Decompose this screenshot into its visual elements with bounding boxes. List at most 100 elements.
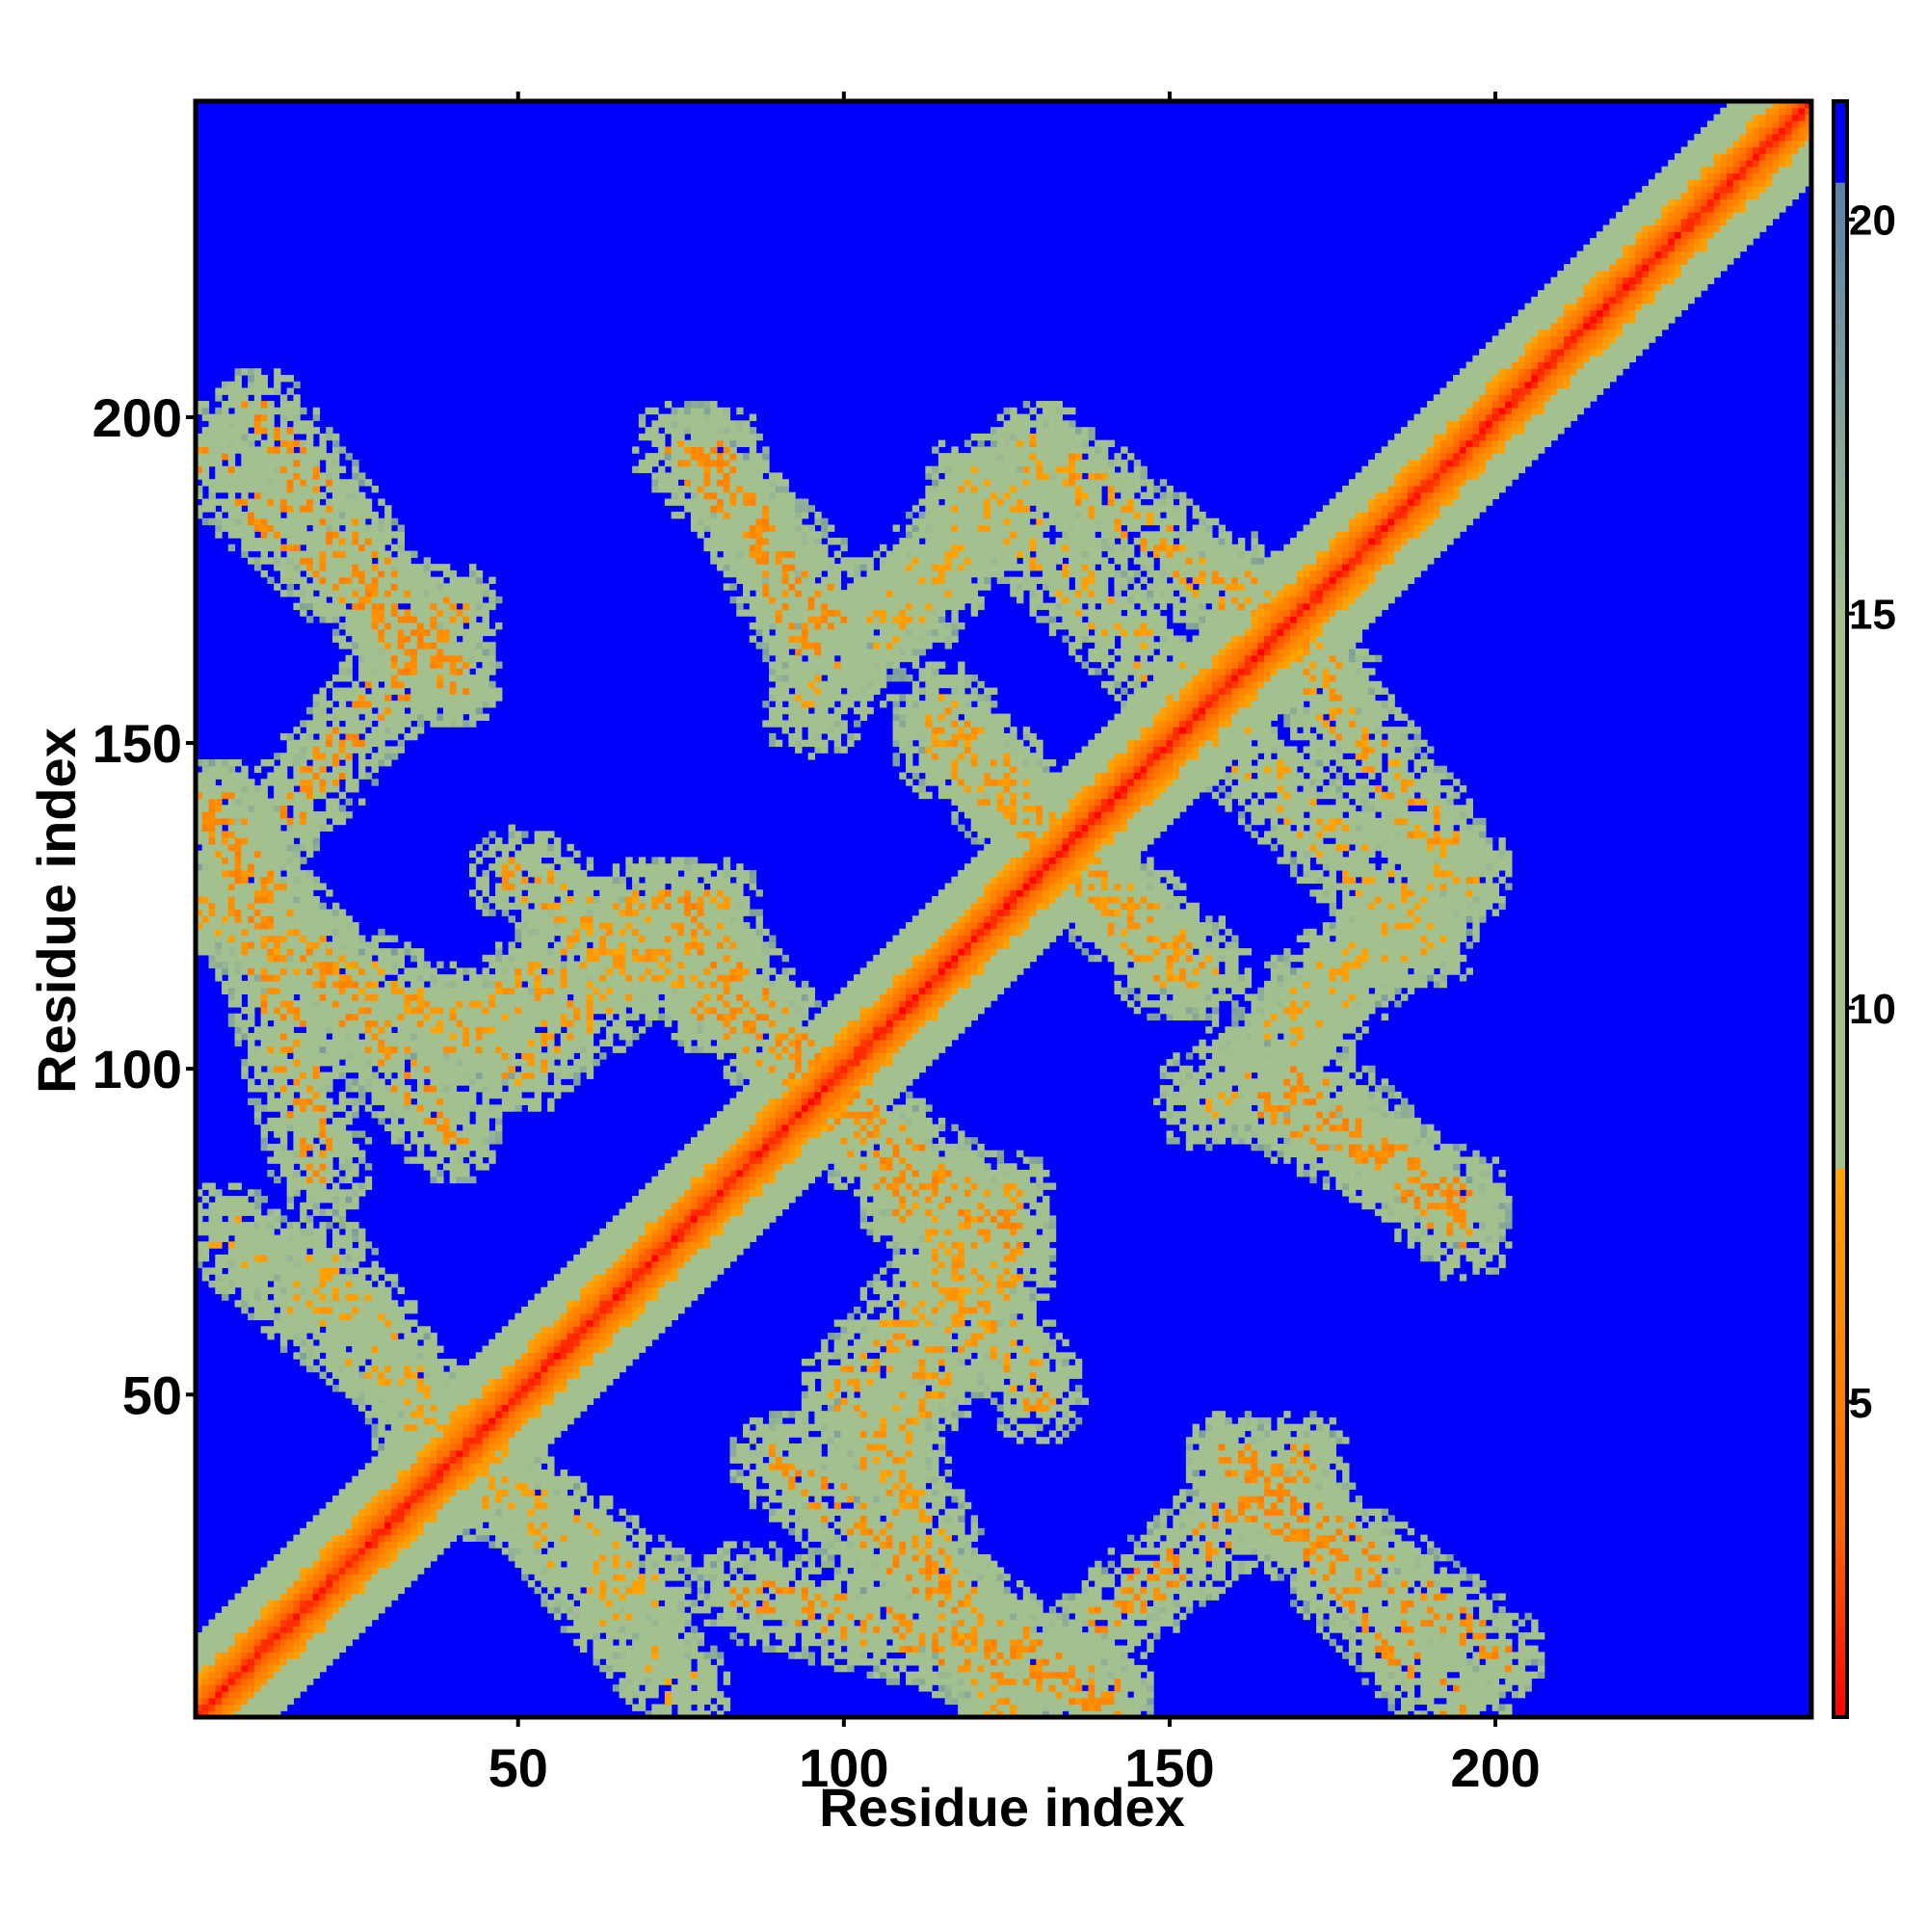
heatmap-cell — [274, 1280, 281, 1288]
heatmap-cell — [404, 1013, 411, 1021]
heatmap-cell — [326, 1045, 333, 1053]
heatmap-cell — [397, 1390, 405, 1399]
heatmap-cell — [234, 375, 242, 383]
heatmap-cell — [397, 1006, 405, 1015]
heatmap-cell — [462, 1489, 470, 1496]
heatmap-cell — [364, 1463, 373, 1470]
heatmap-cell — [384, 1104, 392, 1112]
heatmap-cell — [390, 1385, 399, 1392]
heatmap-cell — [404, 675, 411, 682]
heatmap-cell — [416, 628, 425, 637]
heatmap-cell — [416, 622, 425, 630]
heatmap-cell — [345, 974, 353, 982]
heatmap-cell — [312, 1286, 321, 1295]
heatmap-cell — [430, 1495, 437, 1503]
heatmap-cell — [279, 576, 288, 584]
heatmap-cell — [410, 1463, 418, 1470]
heatmap-cell — [227, 505, 236, 513]
heatmap-cell — [293, 420, 301, 428]
heatmap-cell — [332, 974, 340, 982]
heatmap-cell — [488, 1541, 496, 1548]
heatmap-cell — [286, 1248, 295, 1256]
heatmap-cell — [305, 1326, 314, 1334]
heatmap-cell — [332, 980, 340, 989]
heatmap-cell — [469, 1176, 477, 1184]
heatmap-cell — [332, 1567, 340, 1575]
heatmap-cell — [286, 505, 295, 513]
heatmap-cell — [215, 1280, 223, 1288]
heatmap-cell — [227, 961, 236, 968]
heatmap-cell — [410, 694, 418, 701]
heatmap-cell — [358, 1626, 366, 1633]
heatmap-cell — [279, 590, 288, 597]
heatmap-cell — [390, 628, 399, 637]
heatmap-cell — [260, 974, 268, 982]
heatmap-cell — [248, 1697, 255, 1706]
heatmap-cell — [274, 935, 281, 942]
heatmap-cell — [201, 811, 210, 819]
heatmap-cell — [338, 811, 347, 819]
heatmap-cell — [293, 413, 301, 421]
heatmap-cell — [312, 427, 321, 435]
heatmap-cell — [384, 967, 392, 975]
heatmap-cell — [241, 883, 249, 890]
heatmap-cell — [293, 491, 301, 500]
heatmap-cell — [449, 1416, 458, 1425]
heatmap-cell — [274, 1612, 281, 1621]
heatmap-cell — [488, 1463, 496, 1470]
heatmap-cell — [410, 1013, 418, 1021]
heatmap-cell — [319, 1632, 327, 1640]
heatmap-cell — [253, 935, 262, 942]
heatmap-cell — [442, 602, 451, 611]
heatmap-cell — [332, 1039, 340, 1047]
heatmap-cell — [286, 1306, 295, 1314]
heatmap-cell — [196, 824, 203, 832]
heatmap-cell — [423, 1495, 432, 1503]
heatmap-cell — [215, 1638, 223, 1647]
heatmap-cell — [384, 1397, 392, 1406]
heatmap-cell — [430, 635, 437, 643]
heatmap-cell — [358, 1593, 366, 1601]
heatmap-cell — [260, 465, 268, 474]
heatmap-cell — [312, 1202, 321, 1210]
heatmap-cell — [456, 1059, 463, 1067]
heatmap-cell — [222, 902, 229, 911]
heatmap-cell — [222, 1697, 229, 1706]
heatmap-cell — [326, 557, 333, 565]
heatmap-cell — [293, 569, 301, 578]
heatmap-cell — [312, 1065, 321, 1073]
heatmap-cell — [390, 590, 399, 597]
heatmap-cell — [300, 732, 307, 741]
heatmap-cell — [260, 1606, 268, 1614]
heatmap-cell — [462, 1364, 470, 1373]
heatmap-cell — [482, 1456, 489, 1464]
heatmap-cell — [279, 1671, 288, 1680]
heatmap-cell — [345, 595, 353, 604]
heatmap-cell — [293, 531, 301, 539]
heatmap-cell — [332, 517, 340, 526]
heatmap-cell — [495, 1541, 503, 1548]
heatmap-cell — [456, 1098, 463, 1105]
heatmap-cell — [253, 785, 262, 793]
heatmap-cell — [305, 616, 314, 623]
heatmap-cell — [423, 595, 432, 604]
heatmap-cell — [196, 837, 203, 845]
heatmap-cell — [300, 1111, 307, 1119]
heatmap-cell — [462, 1137, 470, 1145]
heatmap-cell — [482, 902, 489, 911]
heatmap-cell — [495, 1449, 503, 1458]
heatmap-cell — [293, 1254, 301, 1262]
heatmap-cell — [378, 993, 385, 1001]
heatmap-cell — [495, 1456, 503, 1464]
heatmap-cell — [352, 569, 359, 578]
heatmap-cell — [196, 1697, 203, 1706]
heatmap-cell — [456, 642, 463, 649]
heatmap-cell — [488, 628, 496, 637]
heatmap-cell — [319, 1059, 327, 1067]
heatmap-cell — [410, 1019, 418, 1027]
heatmap-cell — [482, 1501, 489, 1510]
heatmap-cell — [352, 1586, 359, 1595]
heatmap-cell — [378, 746, 385, 754]
heatmap-cell — [208, 1234, 216, 1242]
heatmap-cell — [300, 928, 307, 937]
